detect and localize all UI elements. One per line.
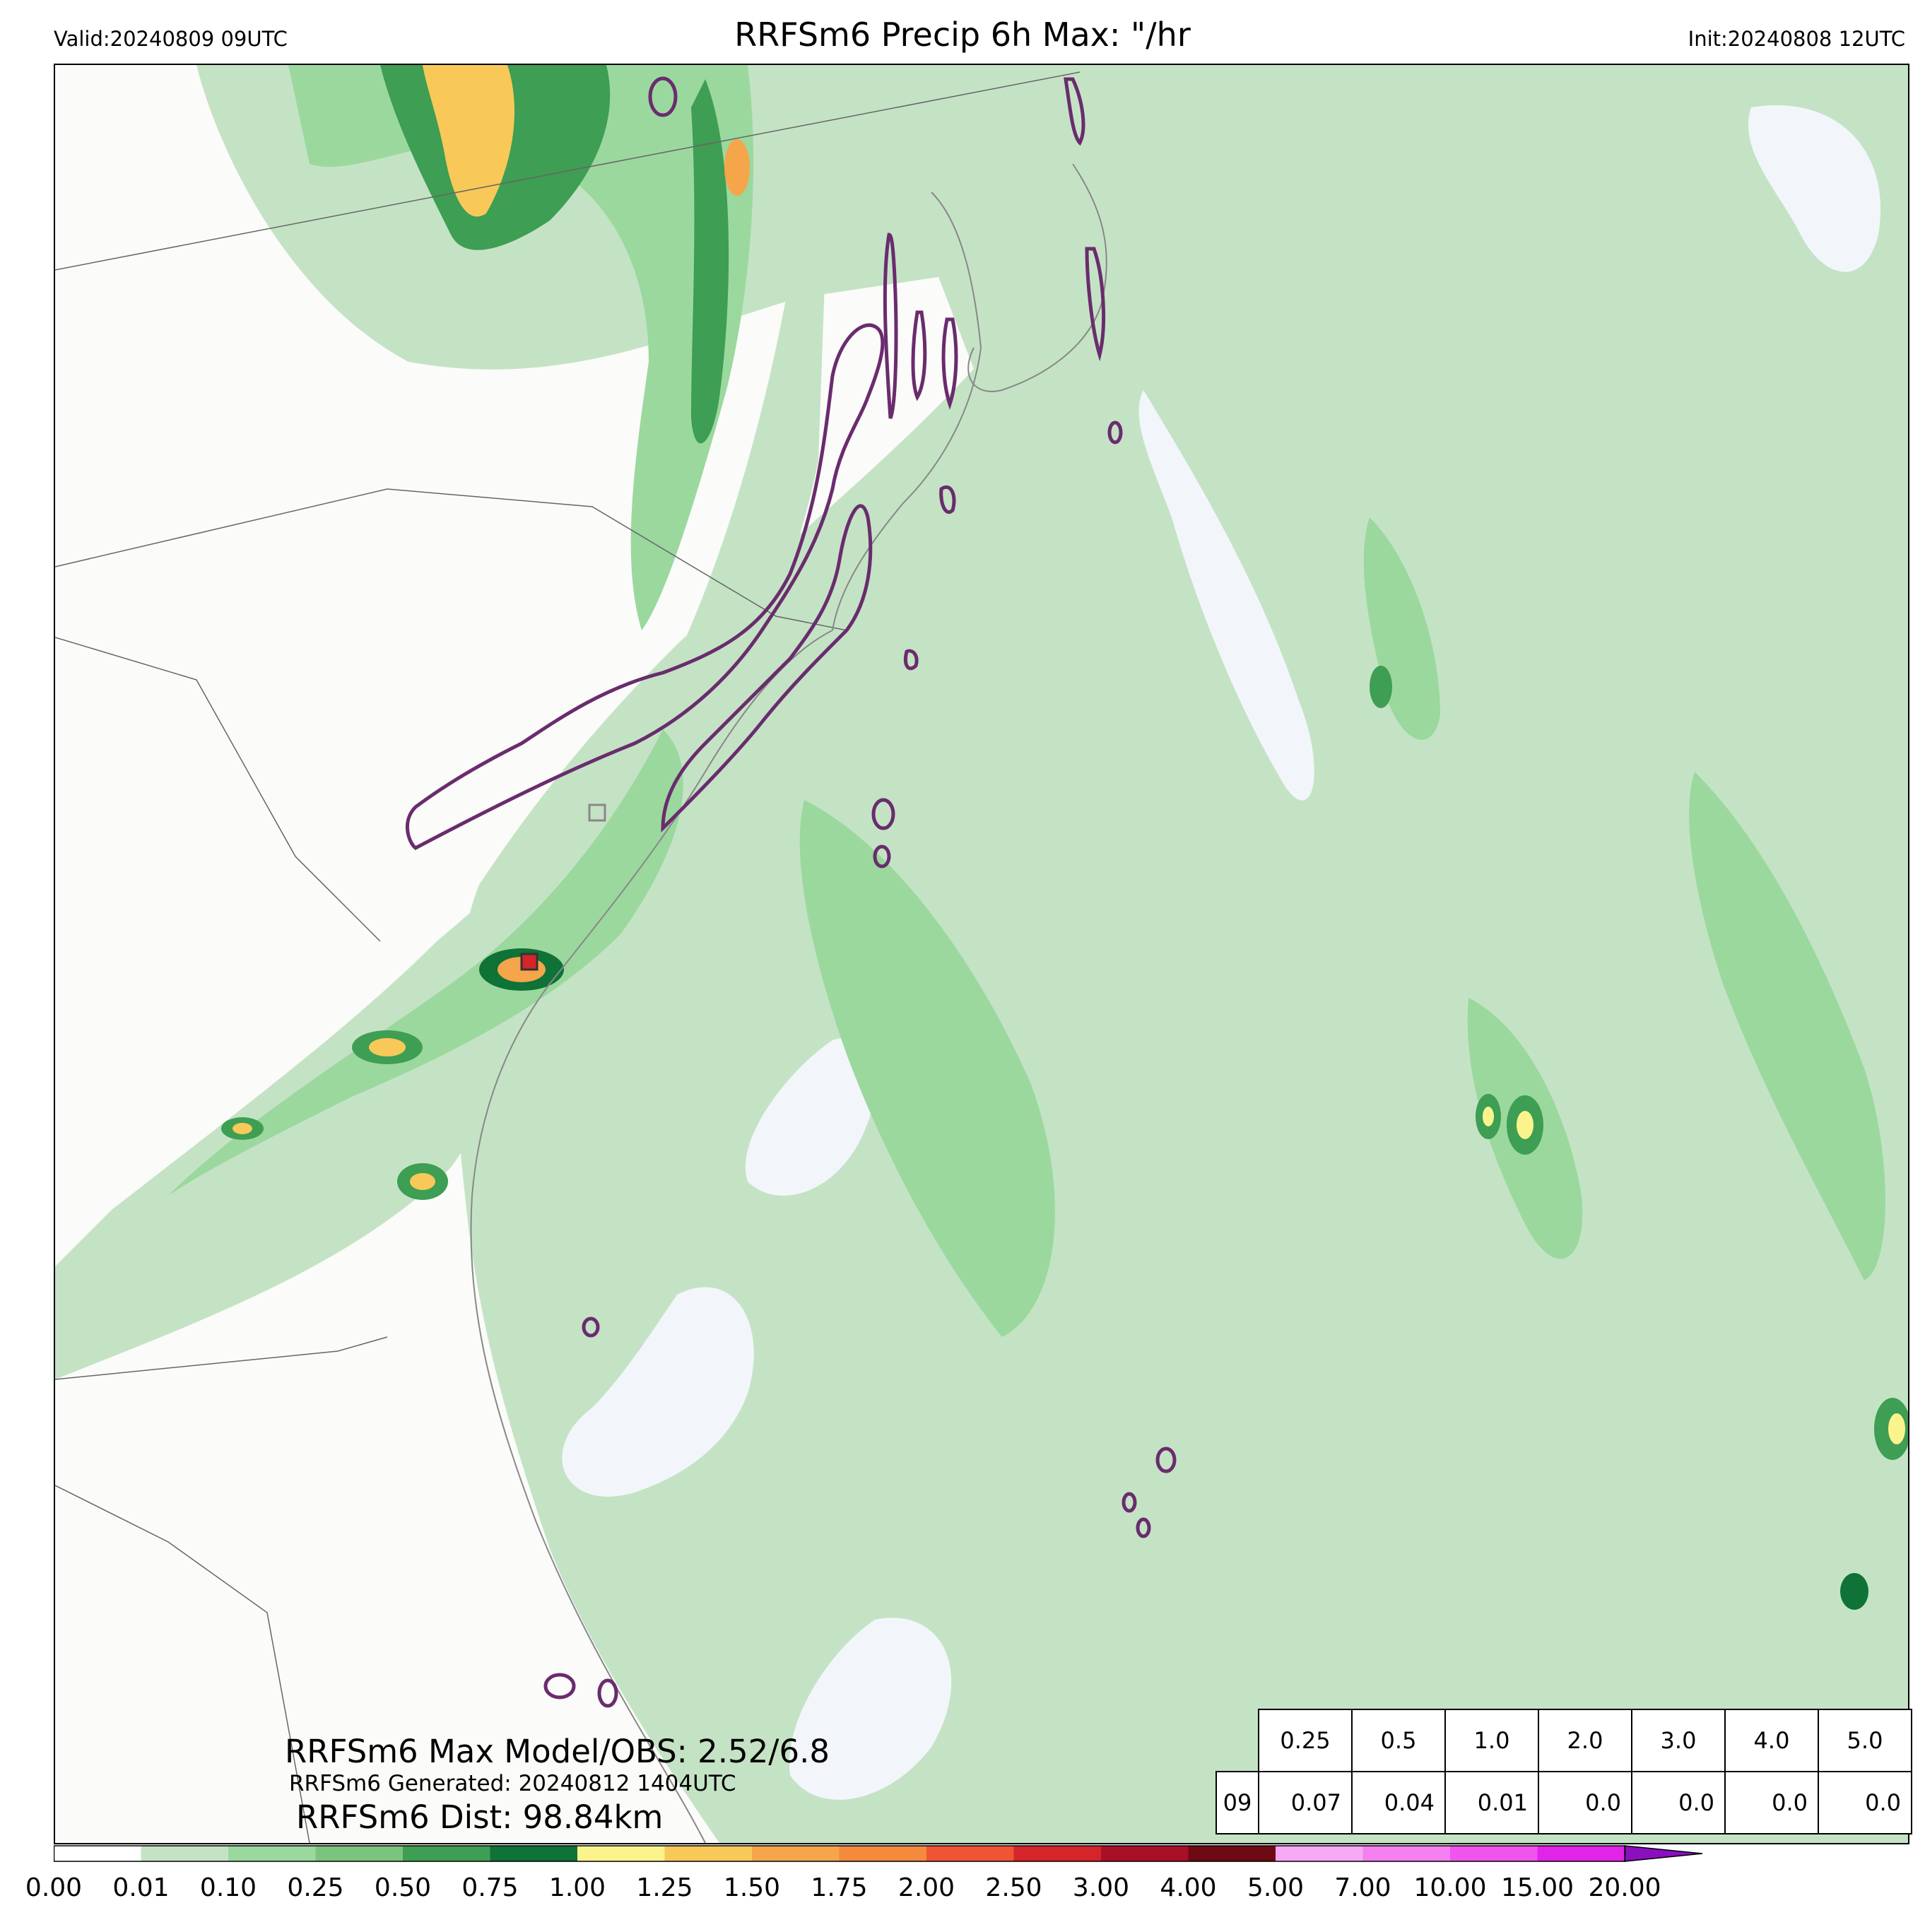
cell-east-edge-core <box>1888 1413 1905 1444</box>
colorbar-segment <box>228 1846 316 1861</box>
threshold-cell: 3.0 <box>1631 1709 1726 1772</box>
max-station-marker <box>520 953 538 971</box>
init-time-label: Init:20240808 12UTC <box>1688 27 1905 51</box>
valid-time-label: Valid:20240809 09UTC <box>54 27 288 51</box>
obs-contours <box>405 76 1177 1708</box>
distance-label: RRFSm6 Dist: 98.84km <box>296 1798 664 1836</box>
stat-value-cell: 0.07 <box>1258 1771 1353 1834</box>
threshold-cell: 2.0 <box>1538 1709 1632 1772</box>
colorbar-extend-arrow <box>1624 1845 1703 1862</box>
ocean-streak-4 <box>1363 517 1440 740</box>
colorbar-tick-label: 0.10 <box>199 1873 257 1902</box>
colorbar-tick-label: 4.00 <box>1160 1873 1217 1902</box>
cell-north <box>724 139 750 196</box>
threshold-cell: 5.0 <box>1818 1709 1912 1772</box>
colorbar-segment <box>490 1846 578 1861</box>
colorbar-segment <box>926 1846 1014 1861</box>
stat-value-cell: 0.0 <box>1631 1771 1726 1834</box>
colorbar-tick-label: 5.00 <box>1247 1873 1305 1902</box>
colorbar-outline <box>54 1845 1626 1862</box>
colorbar-segment <box>1101 1846 1189 1861</box>
colorbar-segment <box>1188 1846 1276 1861</box>
colorbar-tick-label: 0.00 <box>25 1873 83 1902</box>
colorbar-tick-label: 2.50 <box>985 1873 1042 1902</box>
cell-coast-2-core <box>369 1038 406 1056</box>
stat-value-cell: 0.0 <box>1538 1771 1632 1834</box>
rain-band-light <box>55 65 832 1379</box>
colorbar-segment <box>141 1846 229 1861</box>
cell-southeast <box>1840 1573 1868 1610</box>
colorbar-tick-label: 1.00 <box>548 1873 606 1902</box>
stat-value-cell: 0.01 <box>1444 1771 1539 1834</box>
colorbar-segment <box>1276 1846 1363 1861</box>
stat-value-cell: 0.04 <box>1351 1771 1446 1834</box>
rain-band-coastal <box>168 729 683 1196</box>
colorbar-tick-label: 20.00 <box>1588 1873 1661 1902</box>
stats-value-row: 09 0.07 0.04 0.01 0.0 0.0 0.0 0.0 <box>1215 1771 1912 1834</box>
threshold-cell: 4.0 <box>1724 1709 1819 1772</box>
obs-station-marker <box>588 803 606 822</box>
colorbar-labels: 0.00 0.01 0.10 0.25 0.50 0.75 1.00 1.25 1.50 1.75… <box>0 1873 1925 1909</box>
rain-core-yellow <box>423 65 514 217</box>
colorbar-tick-label: 0.50 <box>374 1873 432 1902</box>
hour-label-cell: 09 <box>1215 1771 1259 1834</box>
colorbar-tick-label: 0.25 <box>287 1873 344 1902</box>
stat-value-cell: 0.0 <box>1724 1771 1819 1834</box>
threshold-cell: 0.5 <box>1351 1709 1446 1772</box>
colorbar-tick-label: 10.00 <box>1413 1873 1487 1902</box>
colorbar <box>54 1845 1703 1862</box>
colorbar-segment <box>1362 1846 1451 1861</box>
map-canvas <box>55 65 1908 1843</box>
colorbar-tick-label: 1.75 <box>811 1873 868 1902</box>
precip-map <box>54 64 1909 1844</box>
stat-value-cell: 0.0 <box>1818 1771 1912 1834</box>
cell-ocean-1-core <box>1517 1111 1533 1139</box>
threshold-header-row: 0.25 0.5 1.0 2.0 3.0 4.0 5.0 <box>1216 1709 1912 1772</box>
colorbar-tick-label: 1.25 <box>636 1873 693 1902</box>
colorbar-segment <box>1450 1846 1538 1861</box>
colorbar-segment <box>54 1846 141 1861</box>
ocean-streak-3 <box>1689 772 1885 1280</box>
colorbar-tick-label: 7.00 <box>1334 1873 1391 1902</box>
stats-corner-cell <box>1216 1709 1259 1772</box>
max-model-obs-label: RRFSm6 Max Model/OBS: 2.52/6.8 <box>285 1733 830 1770</box>
colorbar-segment <box>577 1846 665 1861</box>
ocean-streak-1 <box>799 800 1055 1337</box>
colorbar-segment <box>315 1846 404 1861</box>
rain-stripe-east <box>691 79 729 444</box>
colorbar-segment <box>403 1846 490 1861</box>
coastline <box>470 163 1107 1843</box>
colorbar-tick-label: 2.00 <box>897 1873 955 1902</box>
dry-patch-5 <box>1748 105 1881 272</box>
rain-band-medium <box>288 65 754 630</box>
cell-coast-3-core <box>410 1173 435 1190</box>
cell-mid-ocean <box>1370 666 1392 708</box>
state-borders <box>55 71 1081 1843</box>
colorbar-segment <box>1537 1846 1625 1861</box>
dry-patch-2 <box>562 1287 754 1497</box>
colorbar-segment <box>752 1846 840 1861</box>
colorbar-tick-label: 0.75 <box>461 1873 519 1902</box>
dry-patch-3 <box>745 1037 876 1196</box>
cell-ocean-2-core <box>1483 1107 1494 1126</box>
map-title: RRFSm6 Precip 6h Max: "/hr <box>734 16 1191 54</box>
colorbar-segment <box>839 1846 927 1861</box>
threshold-cell: 1.0 <box>1444 1709 1539 1772</box>
generated-time-label: RRFSm6 Generated: 20240812 1404UTC <box>289 1771 736 1796</box>
colorbar-tick-label: 15.00 <box>1500 1873 1574 1902</box>
threshold-stats-table: 0.25 0.5 1.0 2.0 3.0 4.0 5.0 09 0.07 0.0… <box>1215 1709 1912 1834</box>
dry-patch-4 <box>789 1618 952 1800</box>
colorbar-segment <box>664 1846 753 1861</box>
dry-patch-1 <box>1138 390 1314 801</box>
colorbar-segment <box>1013 1846 1102 1861</box>
threshold-cell: 0.25 <box>1258 1709 1353 1772</box>
colorbar-tick-label: 3.00 <box>1072 1873 1130 1902</box>
colorbar-tick-label: 0.01 <box>112 1873 170 1902</box>
colorbar-tick-label: 1.50 <box>723 1873 781 1902</box>
cell-coast-4-core <box>232 1123 252 1134</box>
